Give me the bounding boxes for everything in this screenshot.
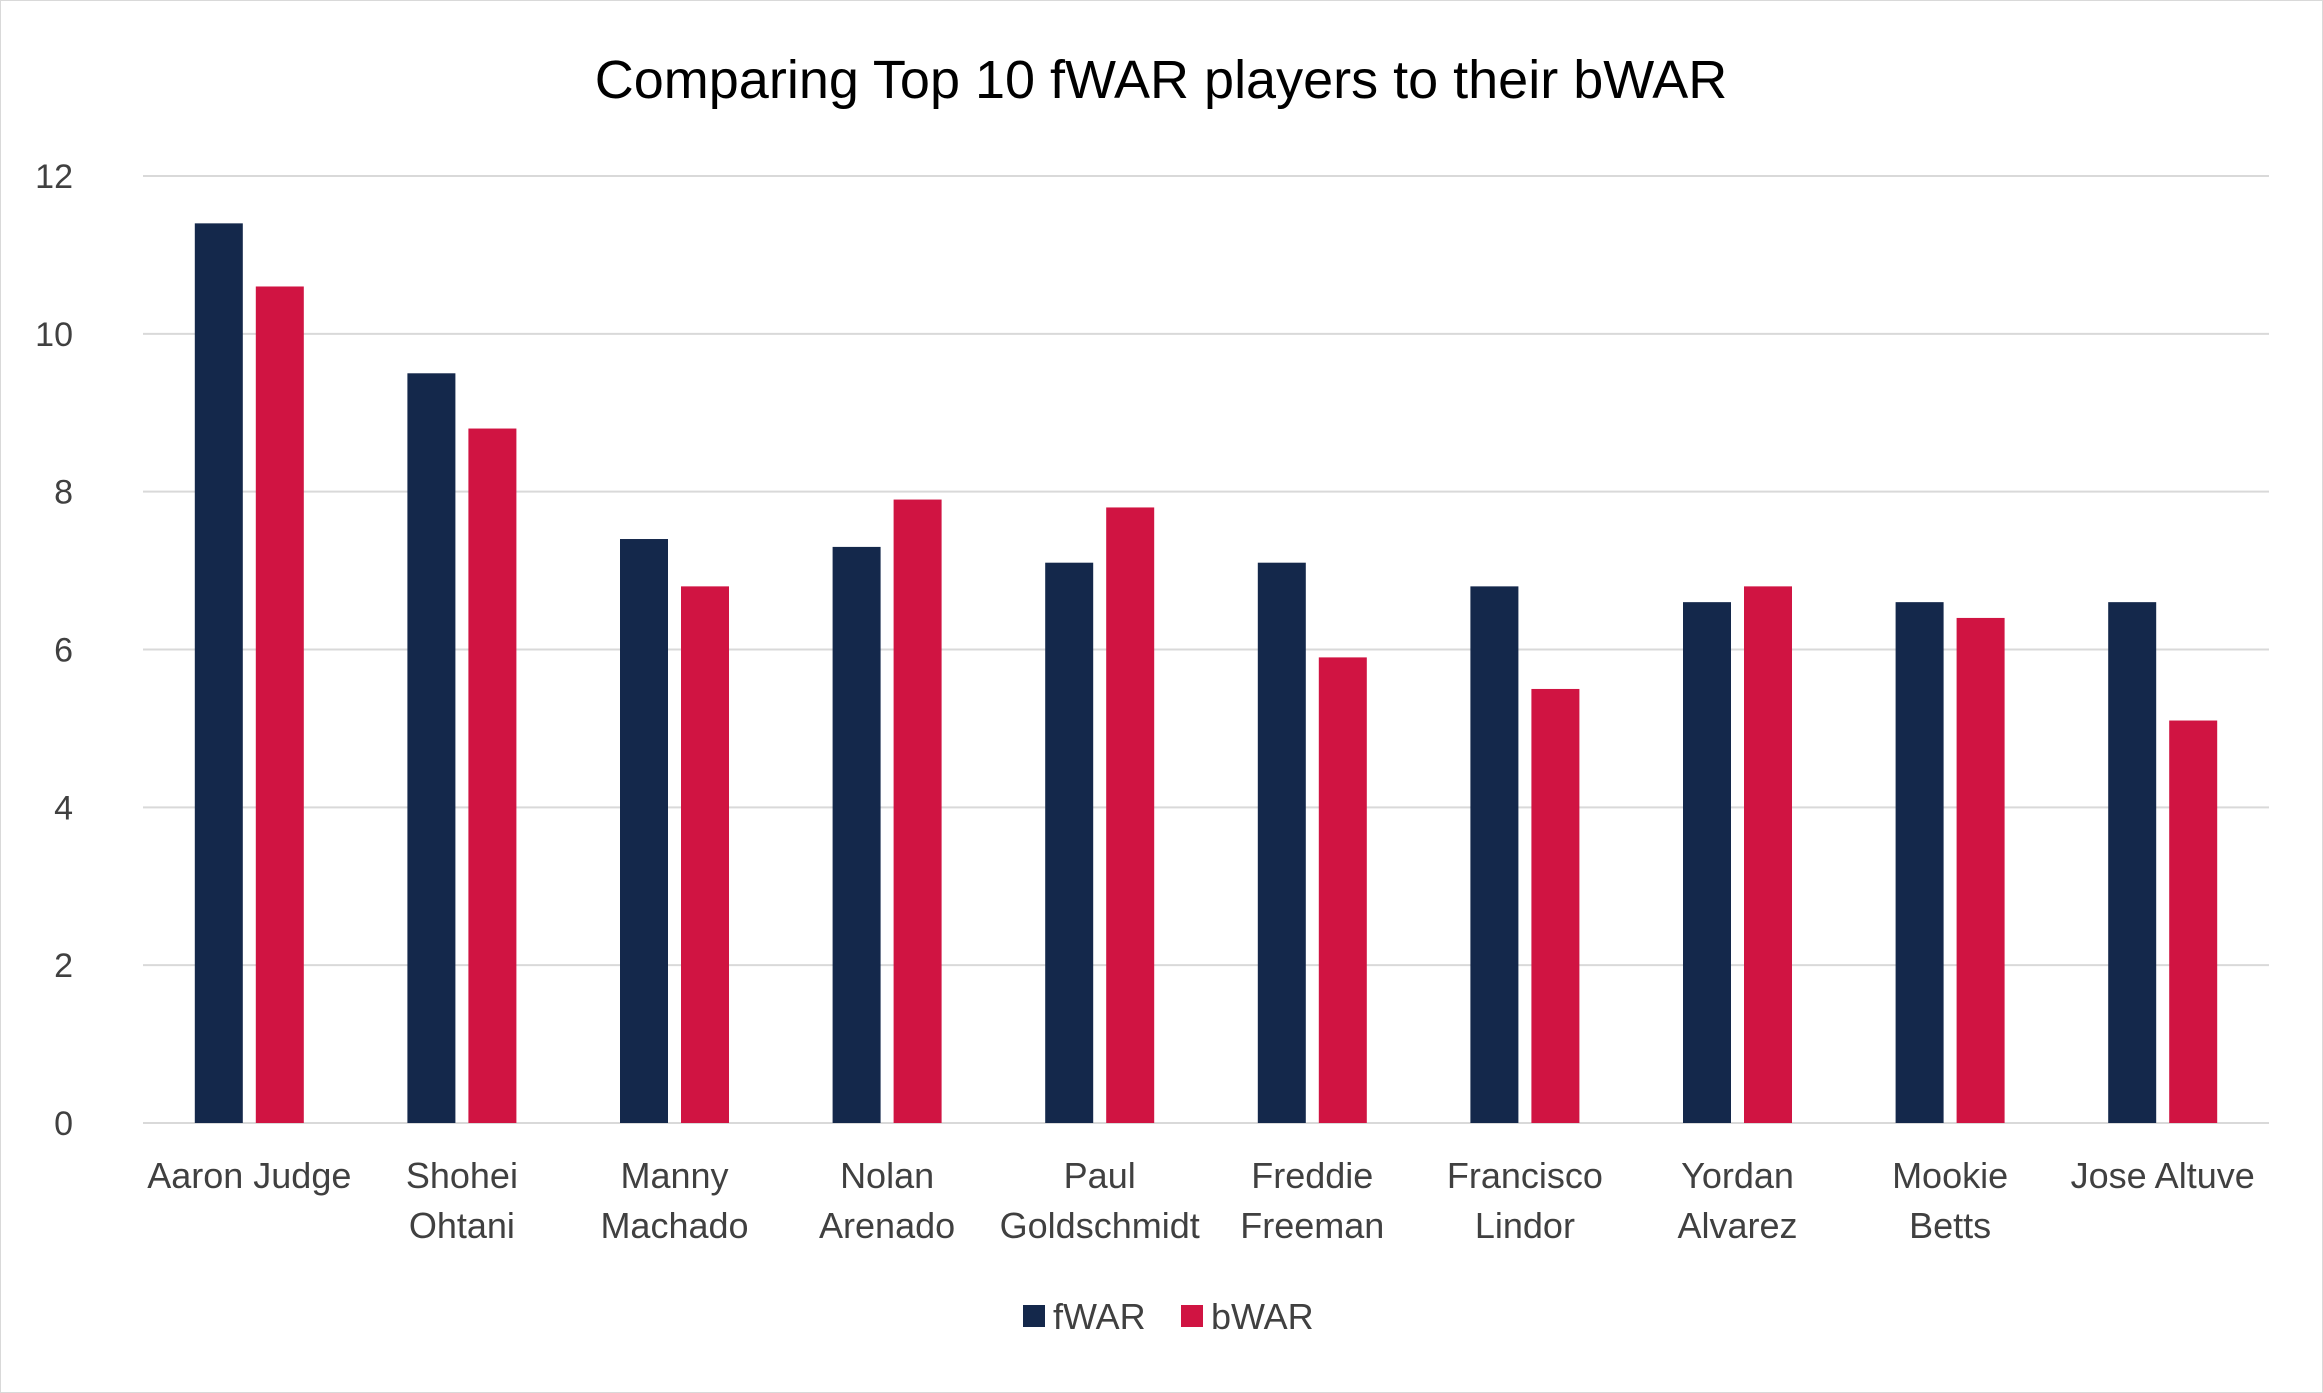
x-tick-label: Betts — [1909, 1205, 1991, 1246]
bar-bwar-2 — [681, 586, 729, 1123]
bar-bwar-7 — [1744, 586, 1792, 1123]
bar-fwar-0 — [194, 223, 243, 1124]
bar-bwar-0 — [255, 286, 304, 1123]
x-tick-label: Jose Altuve — [2071, 1155, 2255, 1196]
y-tick-label: 2 — [54, 947, 73, 985]
legend-swatch-bwar — [1181, 1305, 1203, 1327]
x-tick-label: Goldschmidt — [1000, 1205, 1200, 1246]
legend-swatch-fwar — [1023, 1305, 1045, 1327]
bar-bwar-3 — [893, 499, 942, 1123]
chart-title: Comparing Top 10 fWAR players to their b… — [595, 50, 1727, 110]
bar-bwar-8 — [1956, 617, 2005, 1123]
bar-bwar-4 — [1106, 507, 1155, 1123]
legend-label-fwar: fWAR — [1053, 1296, 1146, 1337]
bars — [194, 223, 2218, 1124]
y-axis-ticks: 0 2 4 6 8 10 12 — [35, 158, 73, 1143]
bar-fwar-5 — [1257, 562, 1306, 1123]
x-tick-label: Yordan — [1681, 1155, 1794, 1196]
x-tick-label: Lindor — [1475, 1205, 1575, 1246]
bar-fwar-2 — [620, 539, 668, 1123]
x-tick-label: Mookie — [1892, 1155, 2008, 1196]
y-tick-label: 0 — [54, 1105, 73, 1143]
bar-bwar-6 — [1531, 688, 1580, 1123]
bar-fwar-1 — [407, 373, 456, 1124]
x-axis-labels: Aaron Judge Shohei Ohtani Manny Machado Nolan… — [147, 1155, 2255, 1246]
x-tick-label: Alvarez — [1677, 1205, 1797, 1246]
x-tick-label: Shohei — [406, 1155, 518, 1196]
bar-fwar-3 — [832, 546, 881, 1123]
bar-bwar-1 — [468, 428, 517, 1123]
bar-fwar-6 — [1470, 586, 1519, 1123]
y-tick-label: 8 — [54, 474, 73, 512]
bar-fwar-8 — [1895, 602, 1944, 1123]
x-tick-label: Arenado — [819, 1205, 955, 1246]
x-tick-label: Manny — [620, 1155, 728, 1196]
x-tick-label: Machado — [600, 1205, 748, 1246]
x-tick-label: Ohtani — [409, 1205, 515, 1246]
bar-fwar-7 — [1683, 602, 1731, 1123]
x-tick-label: Nolan — [840, 1155, 934, 1196]
y-tick-label: 4 — [54, 789, 73, 827]
bar-bwar-9 — [2169, 720, 2218, 1123]
x-tick-label: Freddie — [1251, 1155, 1373, 1196]
bar-fwar-4 — [1045, 562, 1094, 1123]
bar-fwar-9 — [2108, 602, 2157, 1123]
x-tick-label: Paul — [1064, 1155, 1136, 1196]
x-tick-label: Aaron Judge — [147, 1155, 351, 1196]
legend-label-bwar: bWAR — [1211, 1296, 1314, 1337]
y-tick-label: 12 — [35, 158, 73, 196]
y-tick-label: 10 — [35, 316, 73, 354]
gridlines — [143, 175, 2269, 1124]
legend: fWAR bWAR — [1023, 1296, 1314, 1337]
x-tick-label: Freeman — [1240, 1205, 1384, 1246]
bar-bwar-5 — [1318, 657, 1367, 1123]
y-tick-label: 6 — [54, 632, 73, 670]
x-tick-label: Francisco — [1447, 1155, 1603, 1196]
